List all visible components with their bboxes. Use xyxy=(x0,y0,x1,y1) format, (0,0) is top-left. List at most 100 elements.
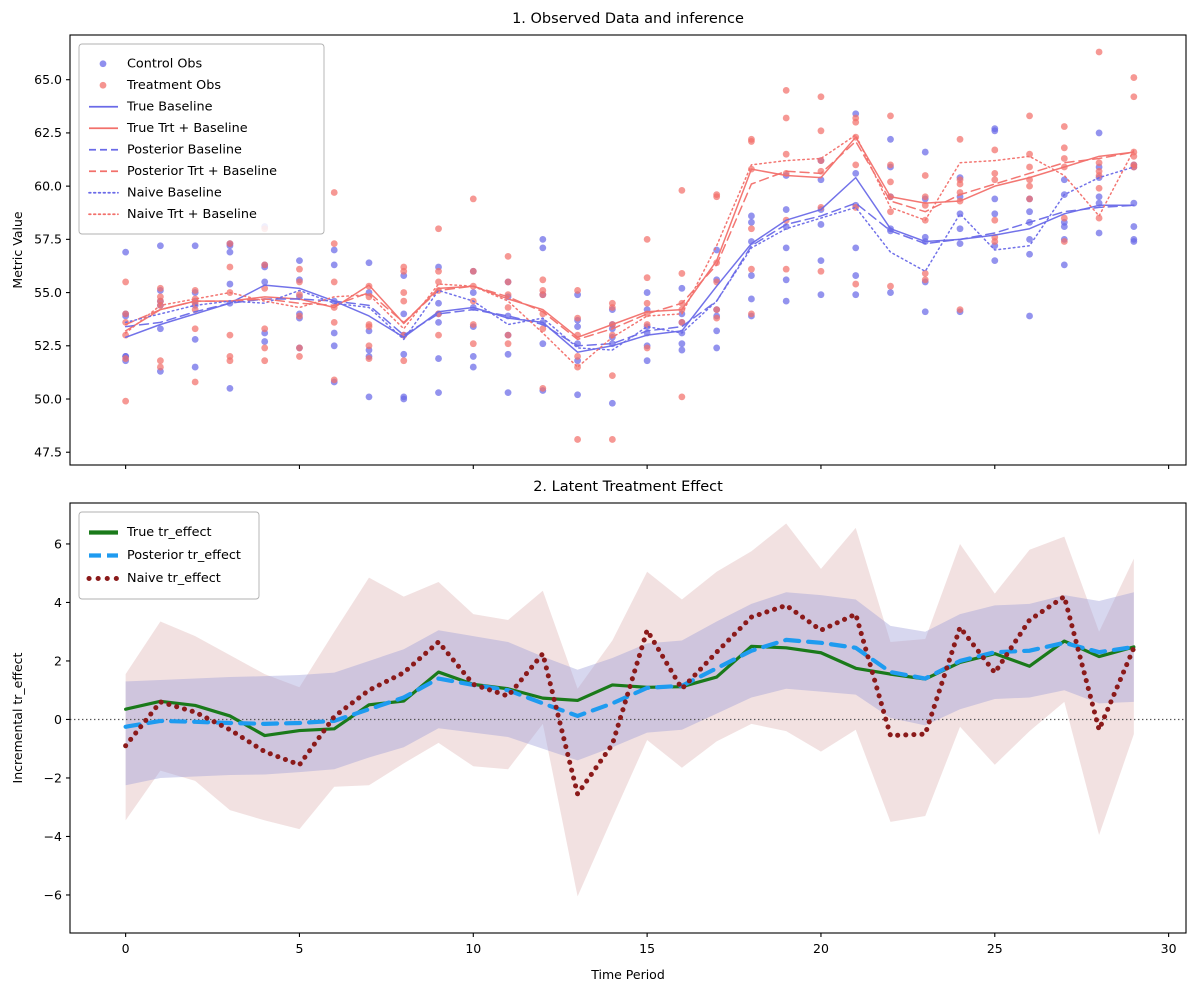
scatter-point xyxy=(817,204,825,211)
scatter-point xyxy=(887,178,894,186)
scatter-point xyxy=(435,389,442,397)
scatter-point xyxy=(191,336,199,343)
scatter-point xyxy=(226,248,234,256)
scatter-point xyxy=(678,393,686,401)
scatter-point xyxy=(539,235,547,243)
x-tick-label: 0 xyxy=(122,941,130,956)
scatter-point xyxy=(643,289,651,296)
scatter-point xyxy=(748,138,755,145)
scatter-point xyxy=(296,265,303,273)
scatter-point xyxy=(956,240,964,248)
scatter-point xyxy=(539,325,547,333)
scatter-point xyxy=(1130,238,1138,245)
scatter-point xyxy=(504,389,512,397)
scatter-point xyxy=(226,263,234,271)
legend-label: True Baseline xyxy=(126,99,213,114)
scatter-point xyxy=(748,265,755,273)
scatter-point xyxy=(748,310,755,318)
scatter-point xyxy=(469,340,477,348)
scatter-point xyxy=(678,270,686,277)
scatter-point xyxy=(122,355,130,362)
x-axis-label: Time Period xyxy=(590,967,665,982)
scatter-point xyxy=(852,118,860,126)
scatter-point xyxy=(1060,261,1068,269)
x-tick-label: 10 xyxy=(465,941,481,956)
scatter-point xyxy=(226,384,234,392)
scatter-point xyxy=(921,270,929,277)
scatter-point xyxy=(435,267,442,275)
scatter-point xyxy=(1060,214,1068,222)
legend-label: Control Obs xyxy=(127,56,203,71)
scatter-point xyxy=(991,176,999,184)
scatter-point xyxy=(1026,235,1033,243)
scatter-point xyxy=(1095,184,1103,192)
scatter-point xyxy=(330,318,338,326)
scatter-point xyxy=(156,357,164,365)
scatter-point xyxy=(678,318,686,326)
scatter-point xyxy=(469,363,477,371)
series-line xyxy=(123,637,1136,729)
scatter-point xyxy=(887,161,894,169)
panel-latent: 2. Latent Treatment Effect −6 −4 −2 0 2 4 6 0 5 10… xyxy=(10,479,1187,982)
x-tick-label: 5 xyxy=(295,941,303,956)
y-tick-label: −4 xyxy=(44,829,62,844)
scatter-point xyxy=(887,282,894,290)
legend-label: Naive Baseline xyxy=(127,185,222,200)
scatter-point xyxy=(226,331,234,339)
scatter-point xyxy=(261,357,269,365)
scatter-point xyxy=(782,276,790,284)
scatter-point xyxy=(678,346,686,354)
scatter-point xyxy=(191,242,199,250)
scatter-point xyxy=(330,246,338,254)
scatter-point xyxy=(887,289,894,296)
series-line xyxy=(124,140,1135,341)
scatter-point xyxy=(504,304,512,311)
scatter-point xyxy=(226,280,234,288)
scatter-point xyxy=(365,355,373,362)
scatter-point xyxy=(574,391,581,399)
scatter-point xyxy=(400,289,408,296)
scatter-point xyxy=(435,355,442,362)
scatter-point xyxy=(852,244,860,252)
scatter-point xyxy=(991,238,999,245)
scatter-point xyxy=(852,280,860,288)
scatter-point xyxy=(400,267,408,275)
scatter-point xyxy=(226,240,234,248)
scatter-point xyxy=(574,323,581,331)
scatter-point xyxy=(1060,223,1068,230)
scatter-point xyxy=(574,436,581,443)
naive-ci-band xyxy=(125,523,1134,897)
y-axis-label: Incremental tr_effect xyxy=(10,652,25,783)
scatter-point xyxy=(122,248,130,256)
scatter-point xyxy=(435,299,442,307)
y-axis-label: Metric Value xyxy=(10,211,25,288)
series-line xyxy=(124,134,1135,368)
y-tick-label: 50.0 xyxy=(34,391,62,406)
scatter-point xyxy=(956,180,964,188)
scatter-point xyxy=(539,384,547,392)
scatter-point xyxy=(887,135,894,143)
scatter-point xyxy=(261,261,269,269)
scatter-point xyxy=(435,318,442,326)
plot-area xyxy=(70,523,1186,897)
scatter-point xyxy=(156,284,164,292)
scatter-point xyxy=(921,193,929,201)
scatter-point xyxy=(330,342,338,350)
x-tick-label: 15 xyxy=(639,941,655,956)
scatter-point xyxy=(1060,123,1068,130)
scatter-point xyxy=(296,291,303,299)
legend-box xyxy=(78,43,325,235)
y-tick-label: 6 xyxy=(54,536,62,551)
scatter-point xyxy=(191,287,199,294)
scatter-point xyxy=(678,186,686,194)
scatter-point xyxy=(504,350,512,358)
scatter-point xyxy=(921,308,929,316)
scatter-point xyxy=(469,289,477,296)
scatter-point xyxy=(608,399,616,407)
y-tick-label: 4 xyxy=(54,595,62,610)
scatter-point xyxy=(956,306,964,314)
legend-label: True tr_effect xyxy=(126,525,212,540)
scatter-point xyxy=(1026,195,1033,203)
x-tick-label: 25 xyxy=(987,941,1003,956)
